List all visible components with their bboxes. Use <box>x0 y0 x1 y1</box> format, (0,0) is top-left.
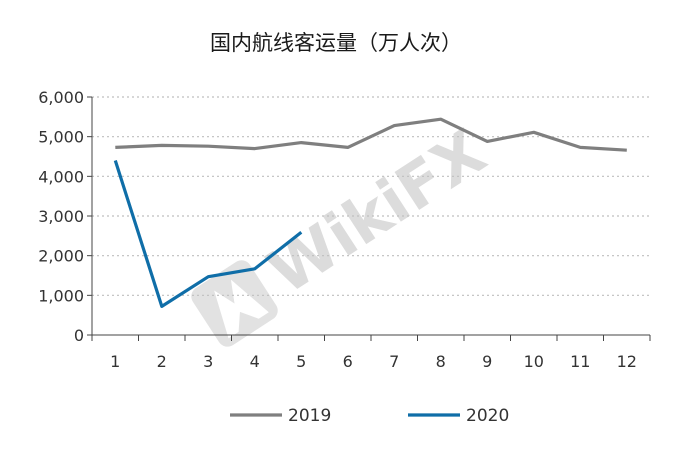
y-tick-label: 1,000 <box>38 286 84 305</box>
legend-entry-2019: 2019 <box>230 406 331 426</box>
x-tick-labels: 1 2 3 4 5 6 7 8 9 10 11 12 <box>110 352 637 371</box>
x-tick-label: 4 <box>250 352 260 371</box>
x-tick-label: 2 <box>157 352 167 371</box>
x-tick-label: 3 <box>203 352 213 371</box>
y-tick-label: 5,000 <box>38 128 84 147</box>
legend-label: 2019 <box>288 406 331 426</box>
legend-label: 2020 <box>466 406 509 426</box>
x-tick-label: 6 <box>343 352 353 371</box>
x-tick-label: 7 <box>389 352 399 371</box>
y-tick-label: 0 <box>74 326 84 345</box>
x-tick-label: 12 <box>617 352 637 371</box>
axes <box>87 96 651 341</box>
x-tick-label: 8 <box>436 352 446 371</box>
x-tick-label: 1 <box>110 352 120 371</box>
legend-entry-2020: 2020 <box>408 406 509 426</box>
gridlines <box>92 96 650 296</box>
y-tick-label: 2,000 <box>38 247 84 266</box>
chart-title: 国内航线客运量（万人次） <box>210 31 462 55</box>
y-tick-label: 4,000 <box>38 167 84 186</box>
x-tick-label: 10 <box>524 352 544 371</box>
legend: 2019 2020 <box>230 406 509 426</box>
series-line-2019 <box>115 117 627 152</box>
watermark-logo <box>191 260 278 347</box>
series <box>113 117 627 308</box>
x-tick-label: 5 <box>296 352 306 371</box>
series-line-2020 <box>113 160 303 308</box>
y-tick-labels: 0 1,000 2,000 3,000 4,000 5,000 6,000 <box>38 88 84 345</box>
y-tick-label: 3,000 <box>38 207 84 226</box>
x-tick-label: 9 <box>482 352 492 371</box>
watermark: WikiFX <box>191 115 498 347</box>
x-tick-label: 11 <box>570 352 590 371</box>
y-tick-label: 6,000 <box>38 88 84 107</box>
